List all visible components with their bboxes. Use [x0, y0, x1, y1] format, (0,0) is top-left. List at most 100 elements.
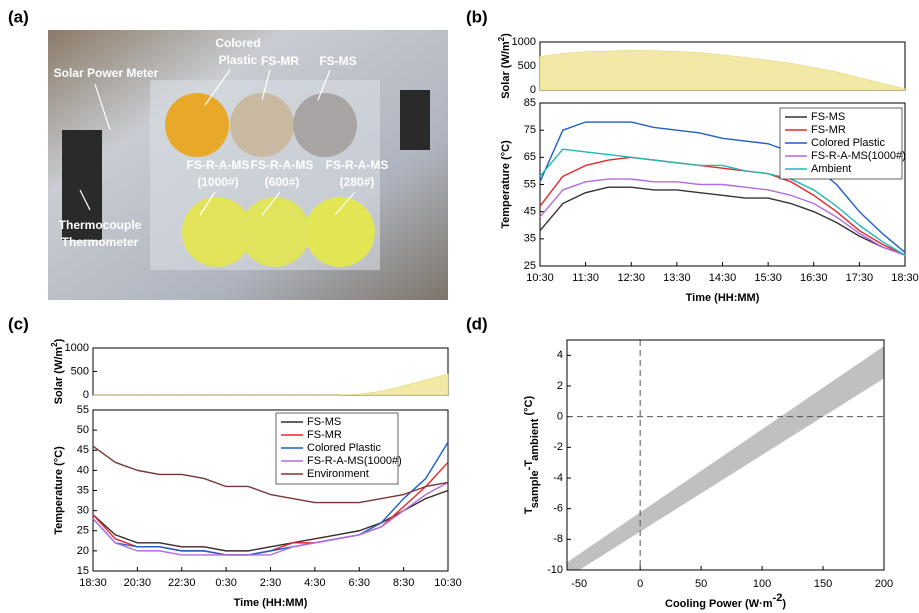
- panel-label: (d): [466, 314, 488, 333]
- x-tick-label: 10:30: [434, 577, 462, 589]
- sample: [165, 93, 229, 157]
- sample: [182, 197, 252, 267]
- x-tick-label: 18:30: [891, 272, 919, 284]
- y-tick-label: 65: [524, 151, 536, 163]
- label-part: sample: [529, 470, 541, 508]
- label-part: Solar (W/m: [53, 347, 65, 405]
- plot-frame: [566, 339, 885, 571]
- y-tick-label: 55: [524, 178, 536, 190]
- band: [567, 346, 884, 570]
- legend-label: FS-R-A-MS(1000#): [307, 455, 402, 467]
- photo-label: FS-MS: [319, 54, 356, 68]
- leader: [261, 69, 271, 101]
- y-tick-label: 0: [83, 389, 89, 401]
- x-tick-label: 6:30: [349, 577, 370, 589]
- x-tick-label: -50: [571, 578, 587, 590]
- label-part: T: [523, 507, 535, 514]
- y-tick-label: 500: [71, 365, 89, 377]
- series-line: [539, 186, 906, 256]
- y-tick-label: 35: [524, 233, 536, 245]
- photo-label: Colored: [215, 36, 260, 50]
- label-part: 2: [50, 342, 59, 347]
- photo-label: FS-R-A-MS: [326, 158, 389, 172]
- legend-label: FS-MS: [307, 416, 341, 428]
- y-tick-label: 1000: [512, 36, 536, 48]
- y-tick-label: 30: [77, 505, 89, 517]
- axis-label: Temperature (°C): [500, 140, 512, 229]
- photo-label: (600#): [265, 175, 300, 189]
- photo-label: Plastic: [219, 53, 258, 67]
- legend-label: Colored Plastic: [811, 137, 885, 149]
- y-tick-label: 55: [77, 404, 89, 416]
- series-line: [539, 148, 906, 256]
- x-tick-label: 10:30: [526, 272, 554, 284]
- axis-label: Solar (W/m2): [497, 33, 512, 99]
- sample: [240, 197, 310, 267]
- x-tick-label: 15:30: [754, 272, 782, 284]
- sample: [293, 93, 357, 157]
- y-tick-label: 45: [77, 444, 89, 456]
- y-tick-label: 4: [557, 349, 563, 361]
- axis-label: Cooling Power (W·m-2): [665, 592, 786, 610]
- axis-label: Time (HH:MM): [234, 597, 308, 609]
- series-line: [92, 481, 449, 556]
- legend-label: FS-MR: [811, 124, 846, 136]
- leader: [334, 191, 356, 216]
- y-tick-label: 75: [524, 124, 536, 136]
- x-tick-label: 11:30: [572, 272, 599, 284]
- leader: [317, 69, 331, 101]
- x-tick-label: 22:30: [168, 577, 196, 589]
- leader: [199, 191, 216, 216]
- leader: [79, 189, 91, 211]
- legend-label: FS-MR: [307, 429, 342, 441]
- label-part: ): [782, 598, 786, 610]
- label-part: -2: [773, 592, 783, 604]
- label-part: ): [53, 338, 65, 342]
- x-tick-label: 4:30: [304, 577, 325, 589]
- x-tick-label: 16:30: [800, 272, 828, 284]
- y-tick-label: 0: [557, 411, 563, 423]
- label-part: Cooling Power (W·m: [665, 598, 773, 610]
- photo-label: FS-MR: [261, 54, 299, 68]
- series-line: [92, 445, 449, 504]
- y-tick-label: 2: [557, 380, 563, 392]
- series-line: [92, 441, 449, 556]
- y-tick-label: 500: [518, 60, 536, 72]
- x-tick-label: 100: [753, 578, 771, 590]
- label-part: ambient: [529, 418, 541, 461]
- axis-label: Temperature (°C): [53, 446, 65, 535]
- y-tick-label: 85: [524, 97, 536, 109]
- leader: [261, 191, 281, 216]
- axis-label: Time (HH:MM): [686, 292, 760, 304]
- series-line: [92, 489, 449, 552]
- sample: [230, 93, 294, 157]
- axis-label: Solar (W/m2): [50, 338, 65, 404]
- panel-label: (a): [8, 7, 29, 26]
- label-part: (°C): [523, 396, 535, 419]
- legend-label: FS-MS: [811, 111, 845, 123]
- photo-label: (1000#): [197, 175, 238, 189]
- y-tick-label: 45: [524, 206, 536, 218]
- x-tick-label: 50: [695, 578, 707, 590]
- solar-area: [539, 49, 906, 91]
- axis-label: Tsample-Tambient (°C): [523, 396, 541, 515]
- photo-label: Thermometer: [62, 235, 139, 249]
- photo-label: Solar Power Meter: [54, 66, 159, 80]
- series-line: [539, 121, 906, 253]
- label-part: Solar (W/m: [500, 41, 512, 99]
- x-tick-label: 12:30: [617, 272, 645, 284]
- leader: [204, 69, 231, 106]
- thermometer: [62, 130, 102, 240]
- x-tick-label: 8:30: [393, 577, 414, 589]
- x-tick-label: 150: [814, 578, 832, 590]
- label-part: 2: [497, 36, 506, 41]
- sample: [305, 197, 375, 267]
- photo-label: FS-R-A-MS: [251, 158, 314, 172]
- y-tick-label: -4: [553, 472, 563, 484]
- legend-label: Ambient: [811, 163, 851, 175]
- panel-label: (b): [466, 7, 488, 26]
- leader: [94, 83, 111, 131]
- solar-area: [93, 373, 449, 396]
- x-tick-label: 200: [875, 578, 893, 590]
